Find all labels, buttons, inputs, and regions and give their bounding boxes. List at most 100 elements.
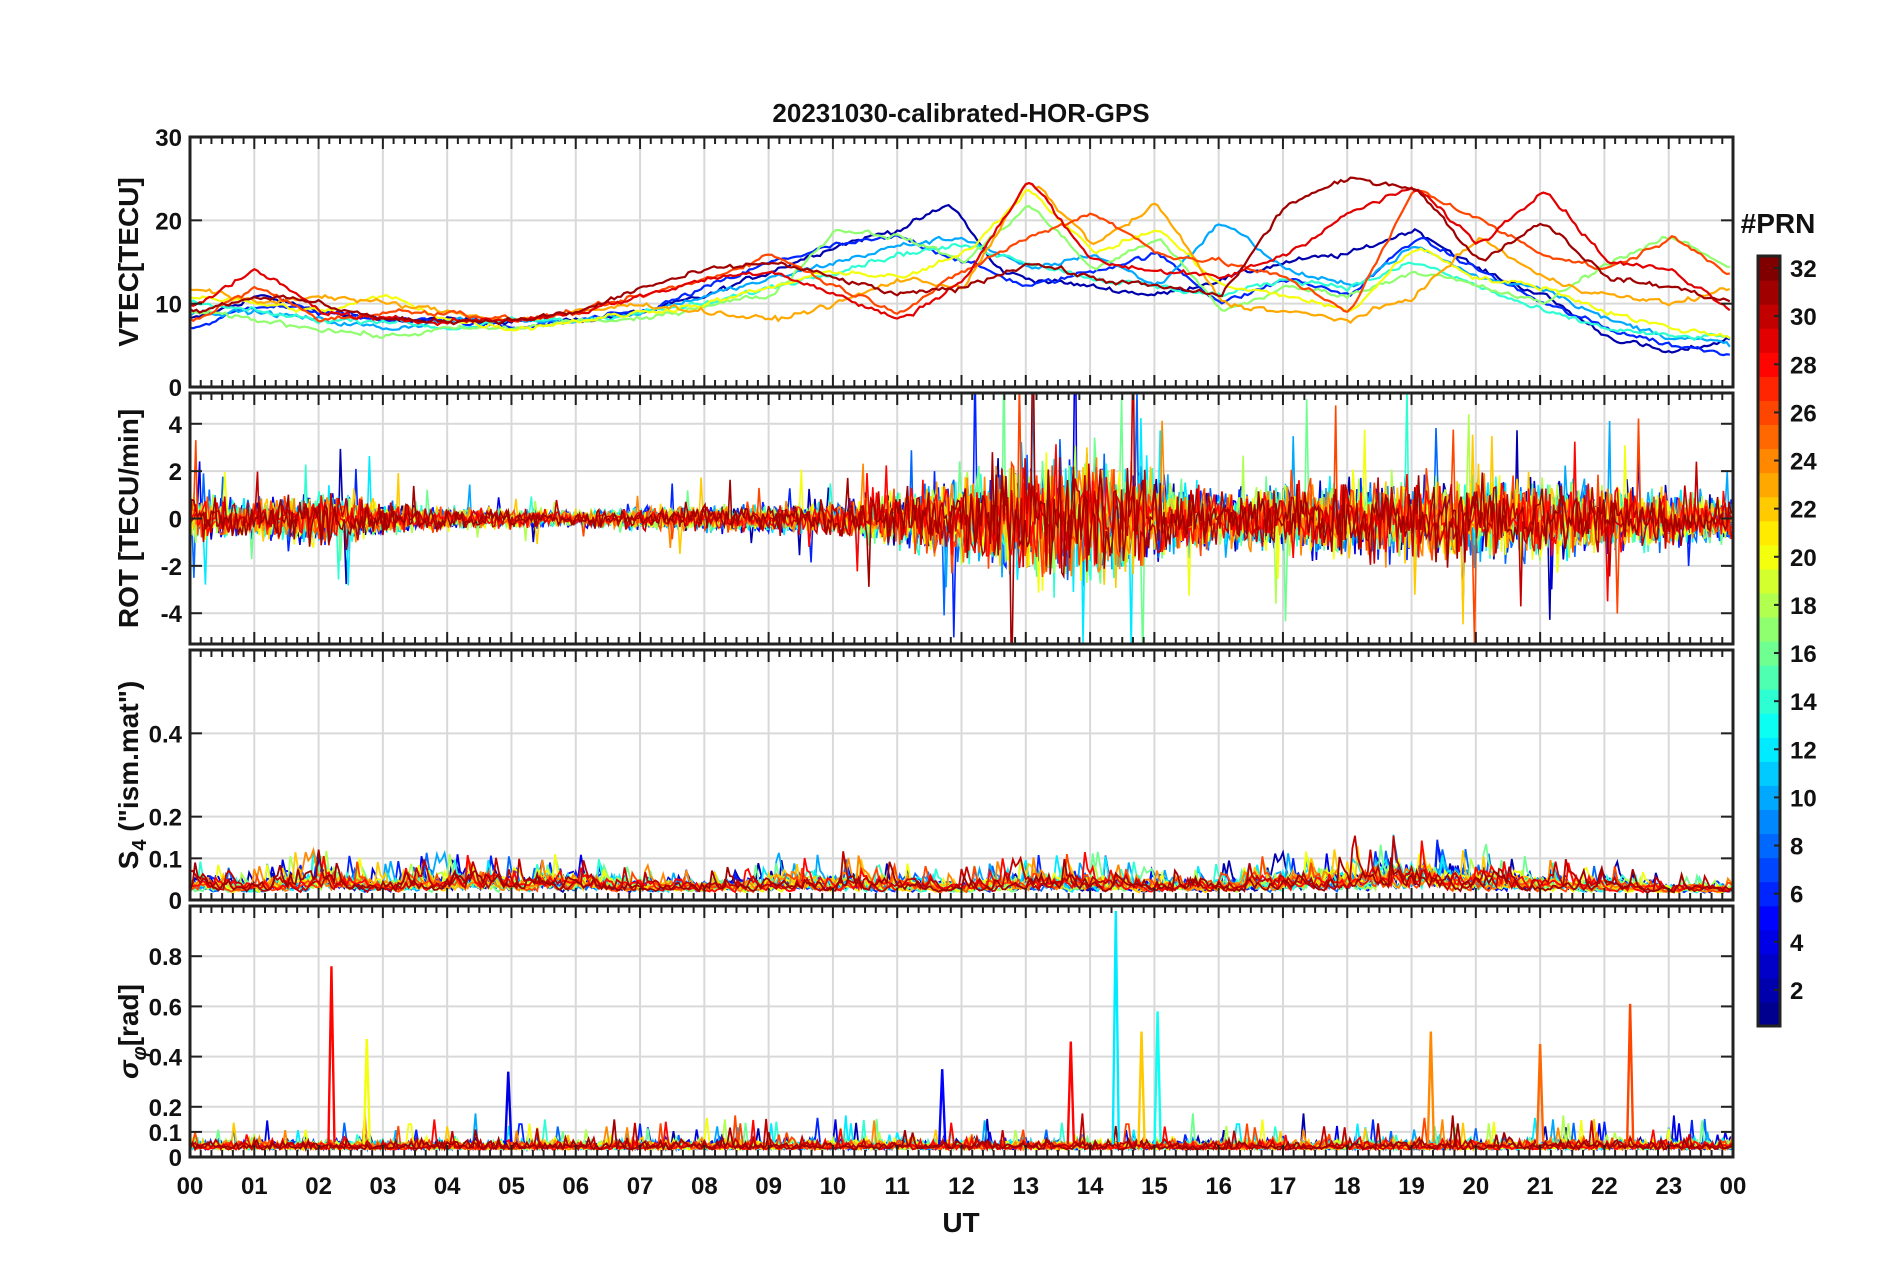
sigma-spike bbox=[504, 1071, 513, 1145]
rot-panel: 4 2 0 -2 -4 ROT [TECU/min] bbox=[113, 391, 1735, 646]
x-axis-tick-labels: 00 01 02 03 04 05 06 07 08 09 10 11 12 13 14 15 16 17 18 19… bbox=[177, 1173, 1747, 1200]
sigma-grid bbox=[190, 906, 1733, 1157]
x-tick-label: 19 bbox=[1398, 1173, 1425, 1200]
colorbar-band bbox=[1758, 641, 1780, 666]
colorbar-band bbox=[1758, 448, 1780, 474]
vtec-prn-29-line bbox=[190, 181, 1731, 327]
x-tick-label: 13 bbox=[1012, 1173, 1039, 1200]
sigma-spike bbox=[362, 1038, 372, 1145]
colorbar-band bbox=[1758, 376, 1780, 401]
colorbar-band bbox=[1758, 665, 1780, 690]
x-tick-label: 17 bbox=[1270, 1173, 1297, 1200]
colorbar-band bbox=[1758, 833, 1780, 859]
colorbar-band bbox=[1758, 737, 1780, 762]
s4-y-axis-label: S4 ("ism.mat") bbox=[113, 681, 151, 870]
x-tick-label: 14 bbox=[1077, 1173, 1104, 1200]
colorbar-band bbox=[1758, 592, 1780, 618]
x-tick-label: 01 bbox=[241, 1173, 268, 1200]
x-tick-label: 04 bbox=[434, 1173, 461, 1200]
x-tick-label: 18 bbox=[1334, 1173, 1361, 1200]
sigma-spike bbox=[1137, 1031, 1146, 1145]
y-tick-label: -2 bbox=[161, 554, 182, 581]
x-tick-label: 16 bbox=[1205, 1173, 1232, 1200]
y-tick-label: 10 bbox=[155, 292, 182, 319]
colorbar-band bbox=[1758, 568, 1780, 594]
colorbar-ticks: 32 30 28 26 24 22 20 18 16 14 12 10 8 6 4 2 bbox=[1774, 256, 1817, 1005]
x-tick-label: 12 bbox=[948, 1173, 975, 1200]
y-tick-label: -4 bbox=[161, 601, 183, 628]
x-tick-label: 06 bbox=[562, 1173, 589, 1200]
x-tick-label: 11 bbox=[885, 1173, 910, 1200]
vtec-prn-23-line bbox=[190, 182, 1731, 325]
vtec-prn-10-line bbox=[190, 223, 1731, 348]
colorbar-band bbox=[1758, 785, 1780, 811]
sigma-y-axis-label: σφ[rad] bbox=[113, 984, 151, 1079]
colorbar-band bbox=[1758, 761, 1780, 786]
colorbar-tick-label: 12 bbox=[1790, 737, 1817, 764]
sigma-spike bbox=[938, 1069, 947, 1145]
vtec-panel: 30 20 10 0 VTEC[TECU] bbox=[113, 125, 1735, 402]
vtec-y-axis-label: VTEC[TECU] bbox=[113, 177, 144, 347]
colorbar-band bbox=[1758, 905, 1780, 931]
colorbar-band bbox=[1758, 689, 1780, 714]
rot-prn-31-line bbox=[190, 393, 1732, 644]
colorbar-tick-label: 20 bbox=[1790, 545, 1817, 572]
y-tick-label: 0 bbox=[169, 375, 182, 402]
colorbar-band bbox=[1758, 929, 1780, 955]
colorbar-tick-label: 18 bbox=[1790, 593, 1817, 620]
rot-y-axis-label: ROT [TECU/min] bbox=[113, 409, 144, 628]
colorbar-band bbox=[1758, 881, 1780, 907]
colorbar-band bbox=[1758, 472, 1780, 498]
y-tick-label: 0.6 bbox=[149, 994, 182, 1021]
y-tick-label: 0.2 bbox=[149, 1095, 182, 1122]
x-tick-label: 00 bbox=[177, 1173, 204, 1200]
colorbar-tick-label: 4 bbox=[1790, 930, 1804, 957]
y-tick-label: 2 bbox=[169, 459, 182, 486]
sigma-spike bbox=[1625, 1003, 1635, 1145]
x-tick-label: 23 bbox=[1655, 1173, 1682, 1200]
y-tick-label: 4 bbox=[169, 412, 183, 439]
x-tick-label: 09 bbox=[755, 1173, 782, 1200]
colorbar-tick-label: 14 bbox=[1790, 689, 1817, 716]
colorbar-tick-label: 22 bbox=[1790, 497, 1817, 524]
rot-prn-26-line bbox=[190, 393, 1732, 643]
chart-title: 20231030-calibrated-HOR-GPS bbox=[772, 98, 1149, 128]
sigma-spike bbox=[1111, 911, 1120, 1145]
colorbar-tick-label: 26 bbox=[1790, 400, 1817, 427]
y-tick-label: 0.4 bbox=[149, 1045, 183, 1072]
s4-panel: 0.4 0.2 0.1 0 S4 ("ism.mat") bbox=[113, 648, 1735, 915]
colorbar-band bbox=[1758, 857, 1780, 883]
colorbar-tick-label: 28 bbox=[1790, 352, 1817, 379]
x-tick-label: 22 bbox=[1591, 1173, 1618, 1200]
y-tick-label: 0 bbox=[169, 507, 182, 534]
colorbar-band bbox=[1758, 352, 1780, 377]
colorbar-band bbox=[1758, 280, 1780, 305]
colorbar-band bbox=[1758, 256, 1780, 281]
x-tick-label: 10 bbox=[820, 1173, 847, 1200]
y-tick-label: 0.1 bbox=[149, 1120, 182, 1147]
colorbar-band bbox=[1758, 809, 1780, 835]
vtec-grid bbox=[190, 137, 1733, 387]
x-tick-label: 02 bbox=[305, 1173, 332, 1200]
colorbar-tick-label: 24 bbox=[1790, 449, 1817, 476]
vtec-prn-14-line bbox=[190, 242, 1731, 342]
colorbar-band bbox=[1758, 953, 1780, 979]
x-axis-label: UT bbox=[942, 1207, 979, 1238]
y-tick-label: 0.1 bbox=[149, 846, 182, 873]
colorbar-tick-label: 6 bbox=[1790, 882, 1803, 909]
vtec-prn-31-line bbox=[190, 176, 1731, 326]
colorbar-bands bbox=[1758, 256, 1780, 1027]
s4-grid bbox=[190, 650, 1733, 900]
colorbar-band bbox=[1758, 544, 1780, 570]
colorbar-frame bbox=[1756, 254, 1782, 1028]
colorbar-band bbox=[1758, 520, 1780, 546]
x-tick-label: 21 bbox=[1527, 1173, 1554, 1200]
s4-y-ticks: 0.4 0.2 0.1 0 bbox=[149, 650, 1734, 915]
colorbar-band bbox=[1758, 616, 1780, 642]
x-tick-label: 15 bbox=[1141, 1173, 1168, 1200]
colorbar-tick-label: 2 bbox=[1790, 978, 1803, 1005]
colorbar-tick-label: 10 bbox=[1790, 785, 1817, 812]
sigma-spike bbox=[1153, 1011, 1162, 1145]
vtec-prn-20-line bbox=[190, 189, 1731, 339]
